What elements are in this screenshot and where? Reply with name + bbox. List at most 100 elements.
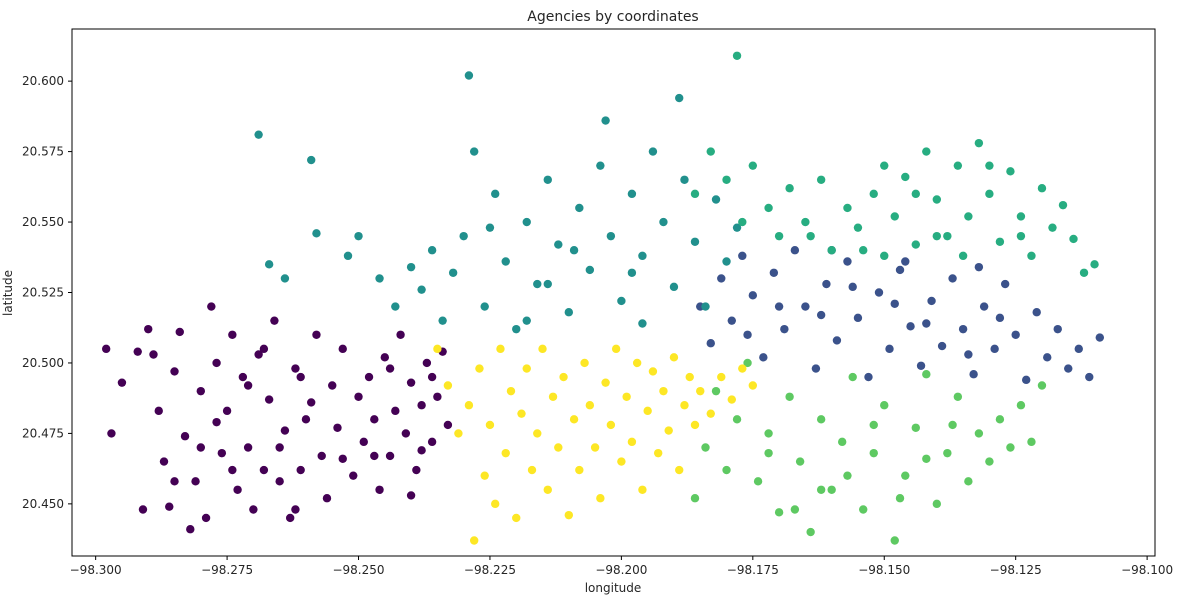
- scatter-point: [543, 485, 552, 494]
- scatter-point: [412, 465, 421, 475]
- scatter-point: [964, 212, 973, 221]
- scatter-point: [464, 71, 474, 80]
- scatter-point: [806, 527, 815, 537]
- scatter-point: [485, 223, 495, 232]
- scatter-point: [759, 353, 768, 362]
- scatter-point: [1069, 234, 1078, 244]
- scatter-point: [648, 147, 658, 156]
- scatter-point: [307, 398, 316, 407]
- scatter-point: [144, 324, 153, 334]
- scatter-point: [1021, 375, 1031, 385]
- scatter-point: [485, 420, 495, 430]
- scatter-point: [522, 217, 531, 227]
- scatter-point: [885, 344, 894, 354]
- scatter-point: [406, 491, 416, 500]
- scatter-point: [743, 358, 752, 368]
- scatter-point: [1074, 344, 1083, 354]
- scatter-point: [564, 510, 574, 520]
- scatter-point: [238, 372, 248, 382]
- scatter-point: [895, 494, 905, 503]
- scatter-point: [312, 330, 321, 339]
- scatter-point: [911, 423, 920, 432]
- scatter-point: [391, 406, 400, 416]
- x-tick-label: −98.275: [201, 563, 253, 577]
- scatter-point: [653, 448, 663, 458]
- scatter-point: [243, 381, 253, 390]
- scatter-point: [958, 324, 968, 334]
- scatter-point: [816, 415, 826, 424]
- scatter-point: [512, 324, 521, 334]
- y-axis-label: latitude: [1, 270, 15, 316]
- scatter-point: [901, 172, 910, 182]
- scatter-point: [774, 231, 784, 241]
- scatter-point: [706, 147, 715, 156]
- scatter-point: [343, 251, 353, 261]
- scatter-point: [816, 175, 826, 184]
- scatter-point: [385, 451, 395, 461]
- scatter-point: [843, 471, 852, 480]
- scatter-point: [1053, 324, 1062, 334]
- scatter-point: [601, 116, 610, 125]
- scatter-point: [596, 494, 605, 503]
- scatter-point: [743, 330, 752, 339]
- scatter-point: [375, 274, 384, 283]
- scatter-point: [296, 465, 305, 475]
- scatter-point: [427, 246, 437, 255]
- scatter-point: [848, 372, 857, 382]
- scatter-point: [880, 161, 889, 170]
- scatter-point: [911, 240, 920, 249]
- scatter-point: [406, 378, 416, 387]
- y-tick-label: 20.475: [22, 426, 64, 440]
- scatter-point: [338, 344, 347, 354]
- scatter-point: [774, 508, 784, 517]
- x-tick-label: −98.225: [464, 563, 516, 577]
- scatter-point: [417, 446, 426, 455]
- scatter-point: [1000, 279, 1010, 289]
- scatter-point: [853, 313, 863, 323]
- scatter-point: [117, 378, 127, 387]
- scatter-point: [590, 443, 600, 452]
- scatter-point: [585, 401, 595, 410]
- scatter-point: [1016, 401, 1026, 410]
- scatter-point: [522, 316, 531, 325]
- x-tick-label: −98.100: [1121, 563, 1173, 577]
- scatter-point: [911, 189, 920, 199]
- scatter-point: [738, 251, 747, 261]
- scatter-point: [280, 426, 290, 435]
- scatter-point: [275, 443, 284, 452]
- scatter-point: [133, 347, 142, 356]
- scatter-point: [1079, 268, 1089, 277]
- scatter-point: [869, 448, 878, 458]
- scatter-point: [916, 361, 926, 370]
- scatter-point: [1006, 167, 1015, 176]
- scatter-point: [469, 147, 479, 156]
- scatter-point: [101, 344, 111, 354]
- scatter-point: [1011, 330, 1020, 339]
- scatter-point: [548, 392, 558, 401]
- scatter-point: [874, 288, 884, 297]
- scatter-point: [522, 364, 531, 373]
- scatter-point: [995, 237, 1005, 246]
- scatter-point: [880, 401, 889, 410]
- scatter-point: [270, 316, 279, 325]
- scatter-point: [454, 429, 463, 438]
- scatter-point: [554, 240, 563, 249]
- scatter-point: [349, 471, 358, 480]
- scatter-point: [974, 138, 984, 148]
- scatter-point: [370, 415, 379, 424]
- scatter-point: [711, 386, 721, 396]
- scatter-point: [690, 189, 700, 199]
- scatter-point: [774, 302, 784, 311]
- y-tick-label: 20.575: [22, 145, 64, 159]
- scatter-point: [795, 457, 805, 466]
- scatter-point: [722, 175, 731, 184]
- scatter-point: [748, 381, 758, 390]
- scatter-point: [280, 274, 290, 283]
- points-layer: [101, 51, 1105, 545]
- y-ticks: 20.450 20.475 20.500 20.525 20.550 20.575 20.6…: [22, 74, 72, 511]
- scatter-point: [632, 358, 642, 368]
- scatter-point: [864, 372, 873, 382]
- scatter-point: [848, 282, 857, 292]
- chart-title: Agencies by coordinates: [527, 9, 698, 25]
